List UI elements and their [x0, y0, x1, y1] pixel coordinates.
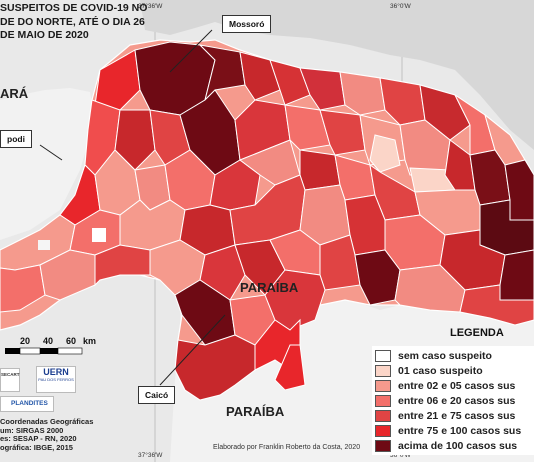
legend-title: LEGENDA: [450, 327, 504, 339]
scale-label-20: 20: [20, 336, 31, 346]
map-title: SUSPEITOS DE COVID-19 NO DE DO NORTE, AT…: [0, 2, 147, 43]
legend-swatch: [375, 409, 391, 422]
legend-label: entre 06 e 20 casos sus: [398, 394, 516, 407]
callout-line-caico: [159, 314, 226, 386]
region-label-ceara: ARÁ: [0, 86, 29, 101]
callout-line-mossoro: [169, 29, 213, 73]
coord-label-bottom-right: 36°0'W: [390, 452, 411, 459]
logo-uern: UERN PAU DOS FERROS: [36, 366, 76, 393]
legend-swatch: [375, 364, 391, 377]
logo-secart: SECART: [0, 368, 20, 392]
neighbor-state-ceara: [0, 88, 95, 240]
meta-line-4: ográfica: IBGE, 2015: [0, 442, 73, 452]
municipalities: [0, 41, 534, 401]
callout-mossoro: Mossoró: [222, 15, 272, 33]
legend: sem caso suspeito 01 caso suspeito entre…: [372, 346, 534, 455]
map-title-line-2: DE DO NORTE, ATÉ O DIA 26: [0, 15, 145, 28]
legend-label: entre 21 e 75 casos sus: [398, 409, 516, 422]
legend-swatch: [375, 424, 391, 437]
legend-swatch: [375, 439, 391, 452]
region-label-paraiba-bottom: PARAÍBA: [226, 404, 285, 419]
legend-item: entre 75 e 100 casos sus: [375, 423, 534, 438]
legend-swatch: [375, 349, 391, 362]
legend-item: entre 02 e 05 casos sus: [375, 378, 534, 393]
map-metadata: Coordenadas Geográficas um: SIRGAS 2000 …: [0, 417, 94, 452]
municipality-no-cases: [92, 228, 106, 242]
scale-unit: km: [83, 336, 97, 346]
legend-label: sem caso suspeito: [398, 349, 492, 362]
coord-label-bottom-left: 37°36'W: [138, 452, 163, 459]
region-label-paraiba-top: PARAÍBA: [240, 280, 299, 295]
map-title-line-1: SUSPEITOS DE COVID-19 NO: [0, 2, 148, 14]
callout-apodi: podi: [0, 130, 32, 148]
legend-swatch: [375, 394, 391, 407]
map-credit: Elaborado por Franklin Roberto da Costa,…: [213, 444, 361, 451]
map-title-line-3: DE MAIO DE 2020: [0, 29, 89, 41]
meta-line-1: Coordenadas Geográficas: [0, 417, 94, 426]
callout-line-apodi: [39, 144, 63, 161]
scale-label-40: 40: [43, 336, 54, 346]
municipality-no-cases: [38, 240, 50, 250]
legend-item: 01 caso suspeito: [375, 363, 534, 378]
scale-bar: [5, 347, 83, 355]
scale-label-60: 60: [66, 336, 77, 346]
logo-plandites-text: PLANDITES: [11, 400, 48, 407]
legend-swatch: [375, 379, 391, 392]
legend-label: 01 caso suspeito: [398, 364, 483, 377]
legend-item: entre 06 e 20 casos sus: [375, 393, 534, 408]
legend-label: acima de 100 casos sus: [398, 439, 518, 452]
callout-caico: Caicó: [138, 386, 176, 404]
meta-line-2: um: SIRGAS 2000: [0, 425, 64, 435]
legend-item: entre 21 e 75 casos sus: [375, 408, 534, 423]
logo-uern-text: UERN: [43, 367, 69, 377]
coord-label-top-left: 37°36'W: [138, 3, 163, 10]
coord-label-top-right: 36°0'W: [390, 3, 411, 10]
ocean: [140, 0, 534, 150]
legend-item: sem caso suspeito: [375, 348, 534, 363]
logo-secart-text: SECART: [1, 372, 20, 377]
logo-plandites: PLANDITES: [0, 396, 54, 412]
meta-line-3: es: SESAP - RN, 2020: [0, 434, 77, 444]
logo-uern-subtext: PAU DOS FERROS: [38, 377, 74, 382]
legend-label: entre 75 e 100 casos sus: [398, 424, 522, 437]
legend-item: acima de 100 casos sus: [375, 438, 534, 453]
legend-label: entre 02 e 05 casos sus: [398, 379, 516, 392]
